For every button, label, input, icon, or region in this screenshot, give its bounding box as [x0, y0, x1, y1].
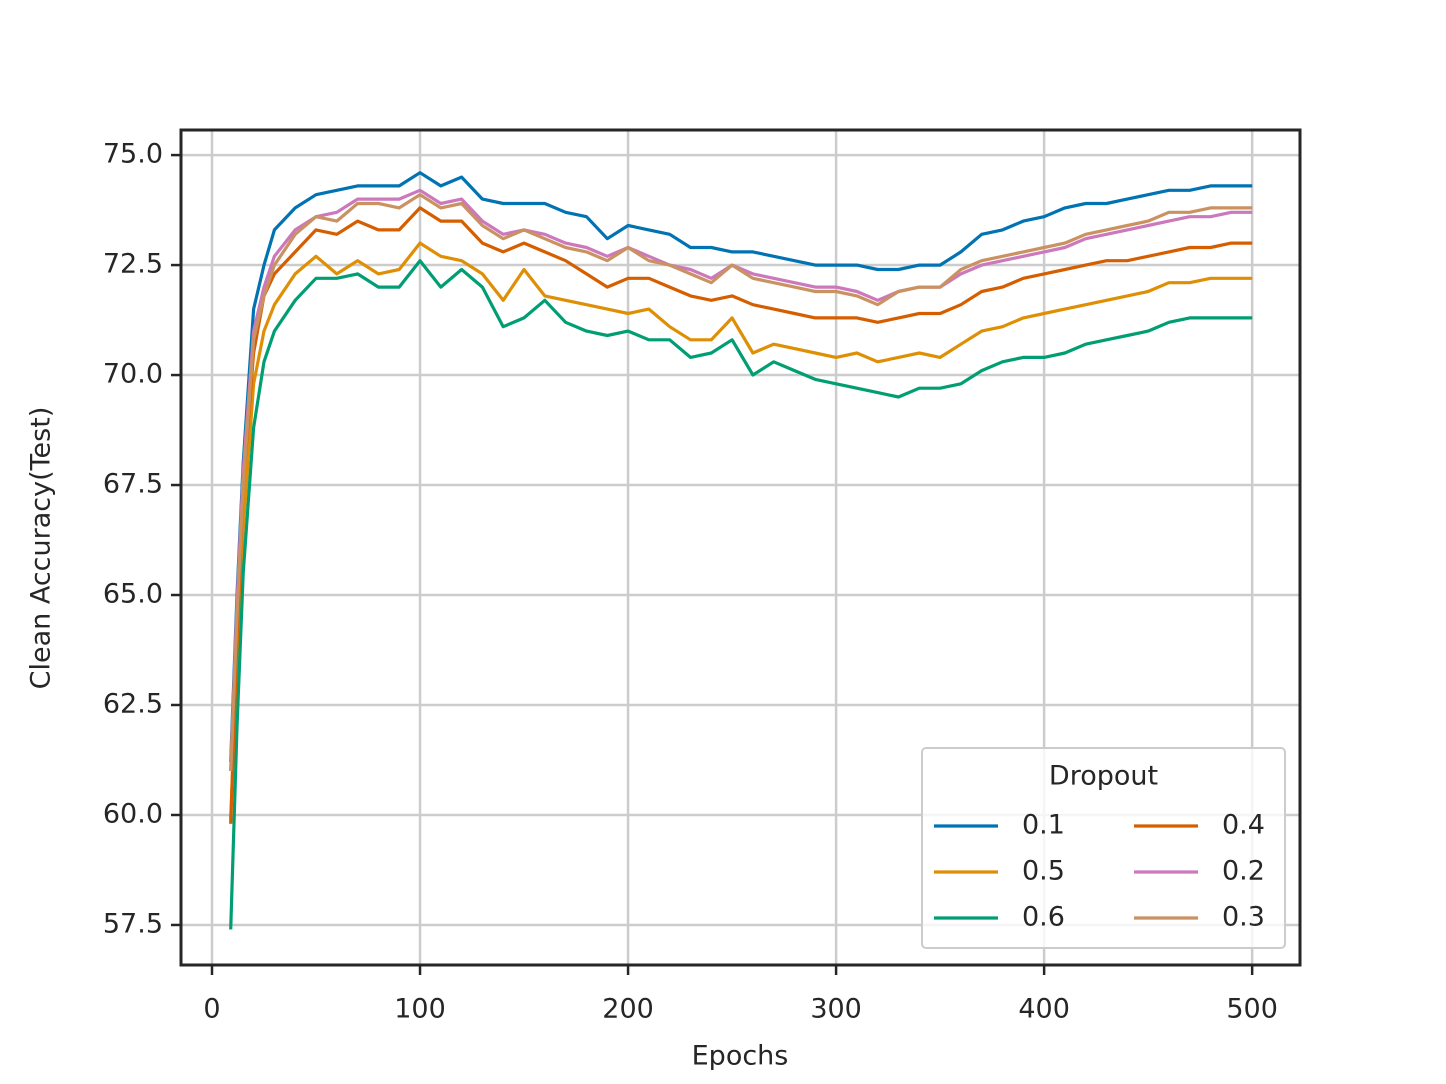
data-line [229, 259, 1253, 930]
x-tick-label: 100 [394, 994, 446, 1025]
data-line [229, 206, 1253, 824]
y-tick-label: 62.5 [103, 688, 163, 719]
x-tick-label: 0 [203, 994, 220, 1025]
legend: Dropout 0.1 0.5 0.6 0.4 0.2 0.3 [921, 747, 1286, 949]
y-tick-label: 72.5 [103, 249, 163, 280]
y-tick-label: 57.5 [103, 908, 163, 939]
x-tick-label: 400 [1018, 994, 1070, 1025]
x-tick-label: 500 [1226, 994, 1278, 1025]
y-tick-label: 70.0 [103, 359, 163, 390]
legend-label: 0.2 [1222, 856, 1265, 887]
legend-label: 0.1 [1022, 810, 1065, 841]
ticks: 0 100 200 300 400 500 57.5 60.0 62.5 65.0 67.5 70.0… [103, 139, 1278, 1025]
legend-label: 0.6 [1022, 902, 1065, 933]
y-tick-label: 75.0 [103, 139, 163, 170]
y-tick-label: 67.5 [103, 469, 163, 500]
legend-label: 0.3 [1222, 902, 1265, 933]
y-axis-label: Clean Accuracy(Test) [26, 407, 57, 690]
legend-label: 0.5 [1022, 856, 1065, 887]
grid [181, 130, 1300, 965]
x-tick-label: 200 [602, 994, 654, 1025]
legend-box [921, 747, 1286, 949]
x-axis-label: Epochs [692, 1041, 789, 1072]
x-tick-label: 300 [810, 994, 862, 1025]
y-tick-label: 65.0 [103, 579, 163, 610]
plot-frame [179, 128, 1302, 967]
lines [229, 171, 1253, 930]
legend-label: 0.4 [1222, 810, 1265, 841]
data-line [229, 241, 1253, 820]
data-line [229, 188, 1253, 772]
legend-title: Dropout [1049, 761, 1158, 792]
data-line [229, 193, 1253, 772]
data-line [229, 171, 1253, 763]
y-tick-label: 60.0 [103, 798, 163, 829]
